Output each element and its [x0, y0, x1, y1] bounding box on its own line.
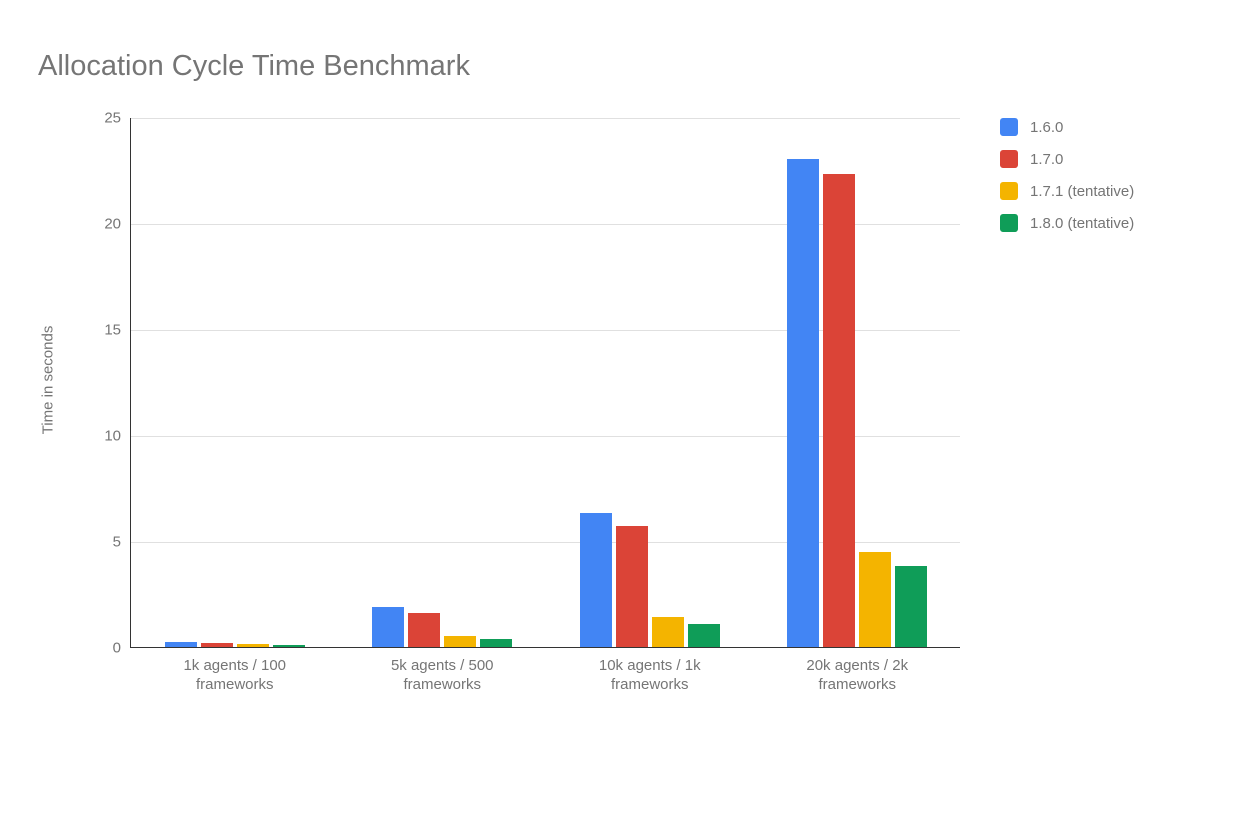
x-tick-label: 20k agents / 2k frameworks — [767, 647, 947, 695]
y-tick-label: 5 — [113, 534, 131, 551]
x-tick-label: 1k agents / 100 frameworks — [145, 647, 325, 695]
x-tick-label: 5k agents / 500 frameworks — [352, 647, 532, 695]
legend-item: 1.6.0 — [1000, 118, 1134, 136]
y-tick-label: 0 — [113, 640, 131, 657]
legend-label: 1.6.0 — [1030, 119, 1063, 136]
y-tick-label: 25 — [104, 110, 131, 127]
bar — [480, 639, 512, 647]
legend-item: 1.7.1 (tentative) — [1000, 182, 1134, 200]
bar — [372, 607, 404, 647]
legend-item: 1.7.0 — [1000, 150, 1134, 168]
bar — [895, 566, 927, 647]
x-tick-label: 10k agents / 1k frameworks — [560, 647, 740, 695]
y-tick-label: 15 — [104, 322, 131, 339]
y-tick-label: 10 — [104, 428, 131, 445]
chart-title: Allocation Cycle Time Benchmark — [38, 50, 470, 83]
legend-label: 1.7.0 — [1030, 151, 1063, 168]
y-axis-label: Time in seconds — [40, 326, 57, 435]
bar — [688, 624, 720, 647]
plot-area: 05101520251k agents / 100 frameworks5k a… — [130, 118, 960, 648]
legend-label: 1.7.1 (tentative) — [1030, 183, 1134, 200]
bar — [580, 513, 612, 647]
y-tick-label: 20 — [104, 216, 131, 233]
bar — [444, 636, 476, 647]
gridline — [131, 118, 960, 119]
bar — [859, 552, 891, 647]
legend-item: 1.8.0 (tentative) — [1000, 214, 1134, 232]
legend-swatch — [1000, 214, 1018, 232]
legend-swatch — [1000, 118, 1018, 136]
chart-container: Allocation Cycle Time Benchmark Time in … — [0, 0, 1238, 828]
bar — [408, 613, 440, 647]
bar — [823, 174, 855, 647]
legend-swatch — [1000, 182, 1018, 200]
bar — [616, 526, 648, 647]
legend-swatch — [1000, 150, 1018, 168]
legend: 1.6.0 1.7.0 1.7.1 (tentative) 1.8.0 (tentat… — [1000, 118, 1134, 246]
bar — [652, 617, 684, 647]
bar — [787, 159, 819, 647]
legend-label: 1.8.0 (tentative) — [1030, 215, 1134, 232]
